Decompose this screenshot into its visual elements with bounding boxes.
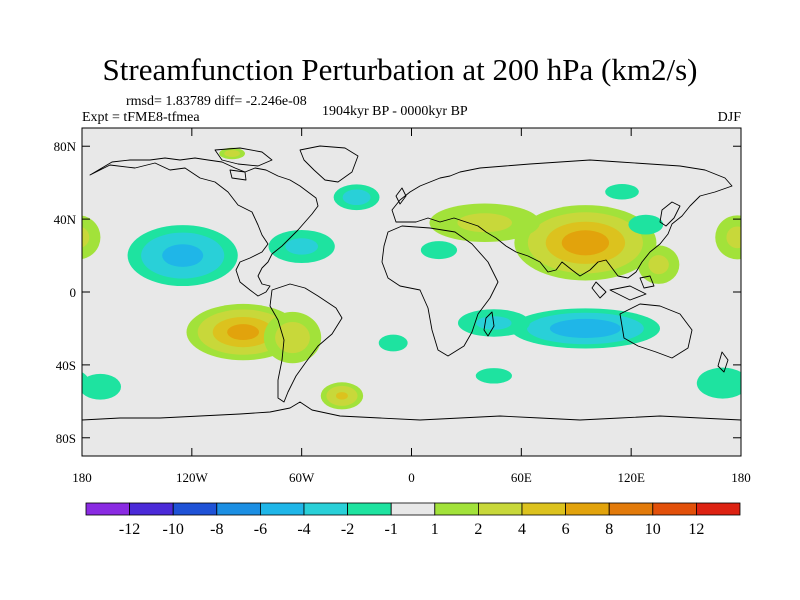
- y-tick-label: 40N: [54, 212, 77, 227]
- colorbar-swatch: [652, 502, 697, 516]
- contour-region: [457, 213, 512, 233]
- contour-region: [628, 214, 664, 235]
- colorbar-swatch: [521, 502, 566, 516]
- coast-madagascar: [483, 311, 495, 337]
- colorbar-swatch: [434, 502, 479, 516]
- colorbar-swatch: [696, 502, 741, 516]
- colorbar-swatch: [85, 502, 130, 516]
- colorbar-label: 6: [562, 521, 570, 538]
- y-tick-label: 40S: [56, 358, 76, 373]
- contour-region: [0, 215, 4, 235]
- colorbar-swatch: [608, 502, 654, 516]
- contour-region: [285, 238, 319, 255]
- contour-region: [82, 227, 90, 248]
- contour-region: [227, 324, 260, 341]
- contour-region: [162, 244, 204, 267]
- contour-region: [0, 308, 1, 348]
- contour-field: [0, 147, 800, 410]
- colorbar-label: -1: [385, 521, 398, 538]
- coast-australia: [619, 303, 693, 359]
- contour-region: [475, 368, 512, 384]
- contour-region: [787, 225, 800, 286]
- contour-region: [0, 245, 20, 283]
- colorbar-label: -12: [119, 521, 140, 538]
- colorbar-swatch: [129, 502, 174, 516]
- contour-region: [336, 392, 348, 400]
- x-tick-label: 0: [408, 470, 415, 485]
- contour-region: [648, 255, 669, 275]
- colorbar-label: 4: [518, 521, 526, 538]
- coast-maritime-islands: [591, 275, 655, 301]
- contour-region: [342, 189, 371, 206]
- y-tick-label: 80S: [56, 431, 76, 446]
- coast-british-isles: [395, 187, 407, 205]
- colorbar-label: -6: [254, 521, 267, 538]
- contour-region: [82, 215, 101, 260]
- colorbar-swatch: [347, 502, 392, 516]
- y-tick-label: 0: [70, 285, 77, 300]
- y-tick-label: 80N: [54, 139, 77, 154]
- period-label: 1904kyr BP - 0000kyr BP: [322, 104, 468, 119]
- contour-region: [738, 380, 741, 393]
- coast-south-america: [269, 283, 343, 403]
- contour-region: [0, 255, 10, 274]
- contour-region: [561, 230, 610, 256]
- colorbar-swatch: [565, 502, 610, 516]
- colorbar-swatch: [216, 502, 261, 516]
- contour-region: [726, 226, 741, 249]
- experiment-label: Expt = tFME8-tfmea: [82, 110, 200, 125]
- contour-region: [420, 241, 458, 260]
- x-tick-label: 180: [731, 470, 751, 485]
- x-tick-label: 120E: [617, 470, 645, 485]
- coast-arctic-islands: [214, 147, 273, 181]
- coast-eurasia: [391, 159, 733, 279]
- x-tick-label: 120W: [176, 470, 209, 485]
- colorbar-label: 2: [474, 521, 482, 538]
- colorbar-label: 1: [431, 521, 439, 538]
- colorbar-swatch: [477, 502, 523, 516]
- coast-japan: [659, 201, 681, 227]
- colorbar-swatch: [303, 502, 348, 516]
- coast-north-america: [89, 157, 319, 297]
- contour-region: [605, 184, 639, 200]
- colorbar-swatch: [259, 502, 305, 516]
- x-tick-label: 180: [72, 470, 92, 485]
- contour-region: [82, 373, 122, 400]
- colorbar-swatch: [172, 502, 218, 516]
- coast-africa: [381, 225, 499, 357]
- x-tick-label: 60W: [289, 470, 315, 485]
- contour-region: [224, 150, 240, 157]
- stats-text: rmsd= 1.83789 diff= -2.246e-08: [126, 94, 307, 109]
- colorbar-swatch: [390, 502, 436, 516]
- season-label: DJF: [717, 110, 741, 125]
- coast-antarctica: [82, 401, 741, 421]
- colorbar-label: 8: [605, 521, 613, 538]
- axis-ticks: 80N 40N 0 40S 80S 180 120W 60W 0 60E 120E 180: [54, 128, 751, 485]
- colorbar-label: -8: [210, 521, 223, 538]
- map-background: [82, 128, 741, 456]
- coastlines: [82, 145, 741, 421]
- x-tick-label: 60E: [511, 470, 532, 485]
- colorbar: -12 -10 -8 -6 -4 -2 -1 1 2 4 6 8 10 12: [85, 502, 741, 538]
- colorbar-label: -2: [341, 521, 354, 538]
- colorbar-label: -10: [163, 521, 184, 538]
- colorbar-label: -4: [297, 521, 310, 538]
- coast-new-zealand: [717, 351, 729, 373]
- contour-region: [696, 367, 741, 399]
- colorbar-label: 10: [645, 521, 661, 538]
- contour-region: [378, 334, 408, 352]
- colorbar-label: 12: [688, 521, 704, 538]
- coast-greenland: [299, 145, 359, 183]
- contour-region: [549, 318, 621, 339]
- plot-title: Streamfunction Perturbation at 200 hPa (…: [102, 52, 698, 87]
